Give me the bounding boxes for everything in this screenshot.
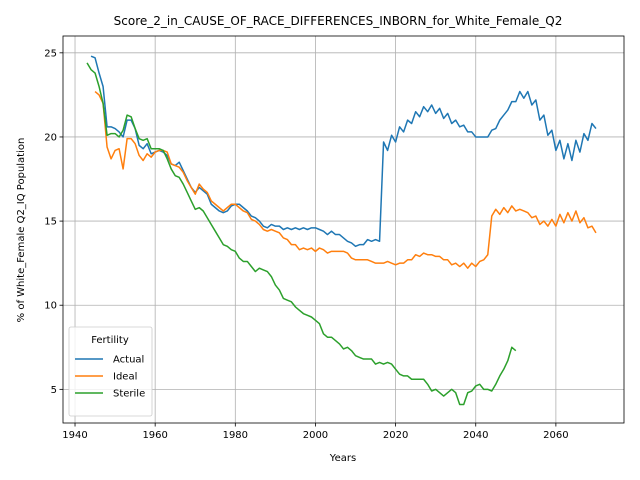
y-axis-ticks: 5 10 15 20 25 [44,48,63,396]
legend-label-sterile: Sterile [113,389,145,400]
x-tick-label: 2020 [383,430,408,441]
y-tick-label: 5 [51,385,57,396]
x-tick-label: 1980 [223,430,248,441]
x-tick-label: 1960 [142,430,167,441]
chart-title: Score_2_in_CAUSE_OF_RACE_DIFFERENCES_INB… [114,14,563,28]
x-axis-ticks: 1940 1960 1980 2000 2020 2040 2060 [62,423,569,441]
legend-label-ideal: Ideal [113,372,137,383]
x-tick-label: 2060 [543,430,568,441]
plot-area-frame [62,35,625,424]
legend-entries: Actual Ideal Sterile [75,355,145,400]
series-line-ideal [94,90,597,269]
x-tick-label: 2000 [303,430,328,441]
x-tick-label: 2040 [463,430,488,441]
y-tick-label: 15 [44,217,57,228]
y-axis-label: % of White_Female Q2_IQ Population [16,138,27,323]
x-tick-label: 1940 [62,430,87,441]
legend-label-actual: Actual [113,355,144,366]
legend-title: Fertility [91,335,129,346]
x-axis-label: Years [329,453,356,464]
legend: Fertility Actual Ideal Sterile [68,326,153,417]
y-tick-label: 25 [44,48,57,59]
y-tick-label: 10 [44,301,57,312]
series-line-sterile [86,62,517,406]
grid-lines [63,36,624,423]
series-layer [86,55,597,406]
y-tick-label: 20 [44,132,57,143]
